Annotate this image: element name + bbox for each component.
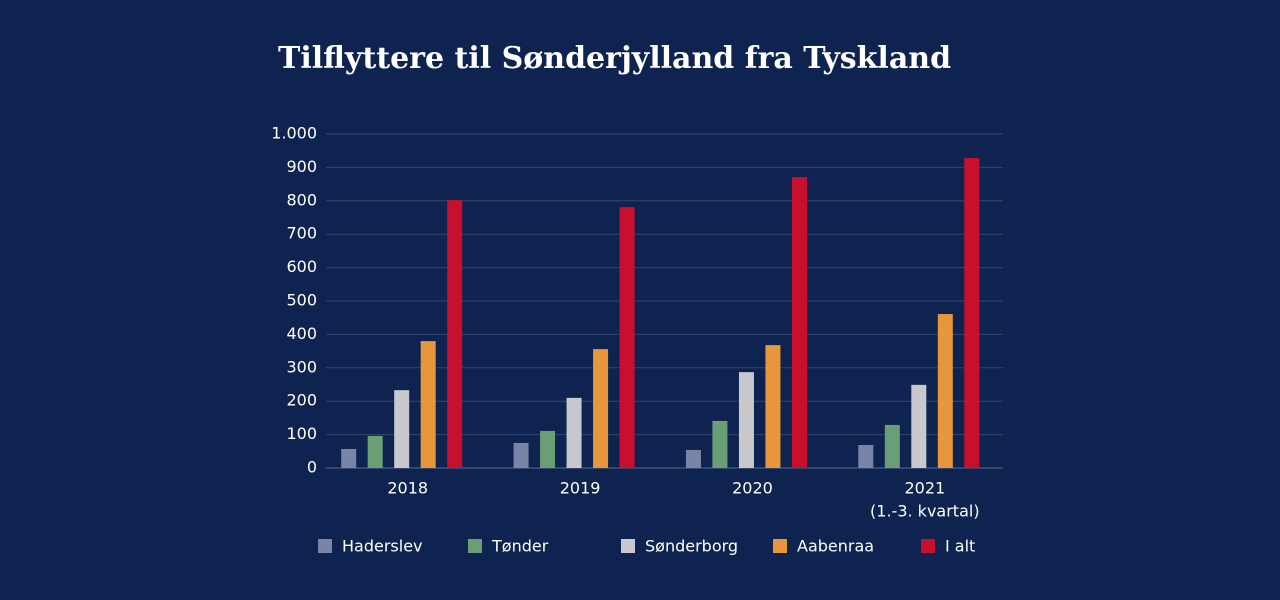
y-tick-label: 100: [286, 424, 317, 443]
legend-swatch: [621, 539, 635, 553]
bar: [447, 200, 463, 468]
bar: [593, 349, 609, 468]
y-tick-label: 900: [286, 157, 317, 176]
y-tick-label: 500: [286, 291, 317, 310]
bar: [937, 314, 953, 468]
bar: [765, 345, 781, 468]
bar: [420, 341, 436, 468]
x-tick-label: 2019: [560, 479, 601, 498]
y-tick-label: 200: [286, 391, 317, 410]
y-tick-label: 1.000: [271, 124, 317, 143]
legend-swatch: [921, 539, 935, 553]
legend-label: Aabenraa: [797, 537, 874, 556]
bar: [738, 372, 754, 468]
legend-swatch: [468, 539, 482, 553]
bar: [367, 435, 383, 468]
bar: [619, 207, 635, 468]
legend-swatch: [773, 539, 787, 553]
x-tick-label: 2020: [732, 479, 773, 498]
y-tick-label: 400: [286, 324, 317, 343]
y-tick-label: 600: [286, 257, 317, 276]
x-tick-label: 2021: [904, 479, 945, 498]
chart-title: Tilflyttere til Sønderjylland fra Tyskla…: [278, 41, 951, 76]
bar: [884, 424, 900, 468]
bar: [341, 448, 357, 468]
bar: [858, 444, 874, 468]
bar: [911, 384, 927, 468]
y-tick-label: 700: [286, 224, 317, 243]
legend-label: Sønderborg: [645, 537, 738, 556]
y-tick-label: 800: [286, 190, 317, 209]
bar: [566, 397, 582, 468]
bar: [540, 430, 556, 468]
bar: [791, 177, 807, 468]
legend-label: Haderslev: [342, 537, 423, 556]
y-tick-label: 300: [286, 357, 317, 376]
x-tick-note: (1.-3. kvartal): [870, 502, 980, 521]
legend-swatch: [318, 539, 332, 553]
bar: [513, 442, 529, 468]
legend-label: I alt: [945, 537, 975, 556]
y-tick-label: 0: [307, 458, 317, 477]
bar: [394, 390, 410, 468]
bar: [964, 158, 980, 468]
legend-label: Tønder: [491, 537, 549, 556]
bar: [685, 449, 701, 468]
x-tick-label: 2018: [387, 479, 428, 498]
bar: [712, 420, 728, 468]
